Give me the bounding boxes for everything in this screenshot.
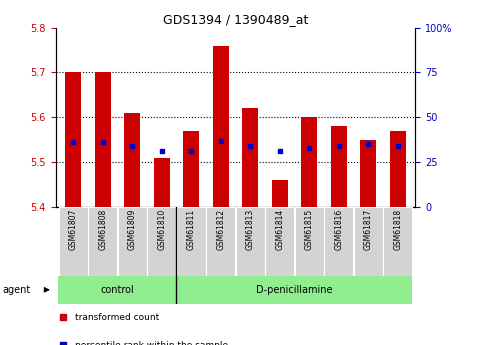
Text: D-penicillamine: D-penicillamine bbox=[256, 285, 333, 295]
Bar bbox=[301, 117, 317, 207]
Text: GSM61809: GSM61809 bbox=[128, 209, 137, 250]
Text: agent: agent bbox=[3, 285, 31, 295]
Text: GSM61808: GSM61808 bbox=[98, 209, 107, 250]
Bar bbox=[271, 180, 288, 207]
Bar bbox=[124, 113, 141, 207]
Text: GSM61810: GSM61810 bbox=[157, 209, 166, 250]
Text: GSM61815: GSM61815 bbox=[305, 209, 313, 250]
Bar bbox=[354, 207, 383, 276]
Bar bbox=[177, 207, 206, 276]
Text: percentile rank within the sample: percentile rank within the sample bbox=[75, 341, 228, 345]
Bar bbox=[360, 140, 376, 207]
Bar bbox=[147, 207, 176, 276]
Bar bbox=[176, 276, 412, 304]
Text: GSM61807: GSM61807 bbox=[69, 209, 78, 250]
Text: transformed count: transformed count bbox=[75, 313, 159, 322]
Title: GDS1394 / 1390489_at: GDS1394 / 1390489_at bbox=[163, 13, 308, 27]
Bar bbox=[206, 207, 235, 276]
Bar bbox=[295, 207, 324, 276]
Bar bbox=[383, 207, 412, 276]
Bar bbox=[88, 207, 117, 276]
Bar bbox=[183, 131, 199, 207]
Text: GSM61814: GSM61814 bbox=[275, 209, 284, 250]
Text: GSM61816: GSM61816 bbox=[334, 209, 343, 250]
Bar bbox=[265, 207, 294, 276]
Text: GSM61811: GSM61811 bbox=[187, 209, 196, 250]
Text: control: control bbox=[100, 285, 134, 295]
Bar bbox=[330, 126, 347, 207]
Text: GSM61812: GSM61812 bbox=[216, 209, 225, 250]
Bar bbox=[58, 276, 176, 304]
Bar bbox=[390, 131, 406, 207]
Text: GSM61813: GSM61813 bbox=[246, 209, 255, 250]
Bar bbox=[242, 108, 258, 207]
Text: GSM61818: GSM61818 bbox=[393, 209, 402, 250]
Bar bbox=[65, 72, 81, 207]
Bar bbox=[236, 207, 265, 276]
Bar bbox=[118, 207, 147, 276]
Text: GSM61817: GSM61817 bbox=[364, 209, 373, 250]
Bar bbox=[59, 207, 88, 276]
Bar bbox=[95, 72, 111, 207]
Bar bbox=[154, 158, 170, 207]
Bar bbox=[213, 46, 229, 207]
Bar bbox=[324, 207, 353, 276]
